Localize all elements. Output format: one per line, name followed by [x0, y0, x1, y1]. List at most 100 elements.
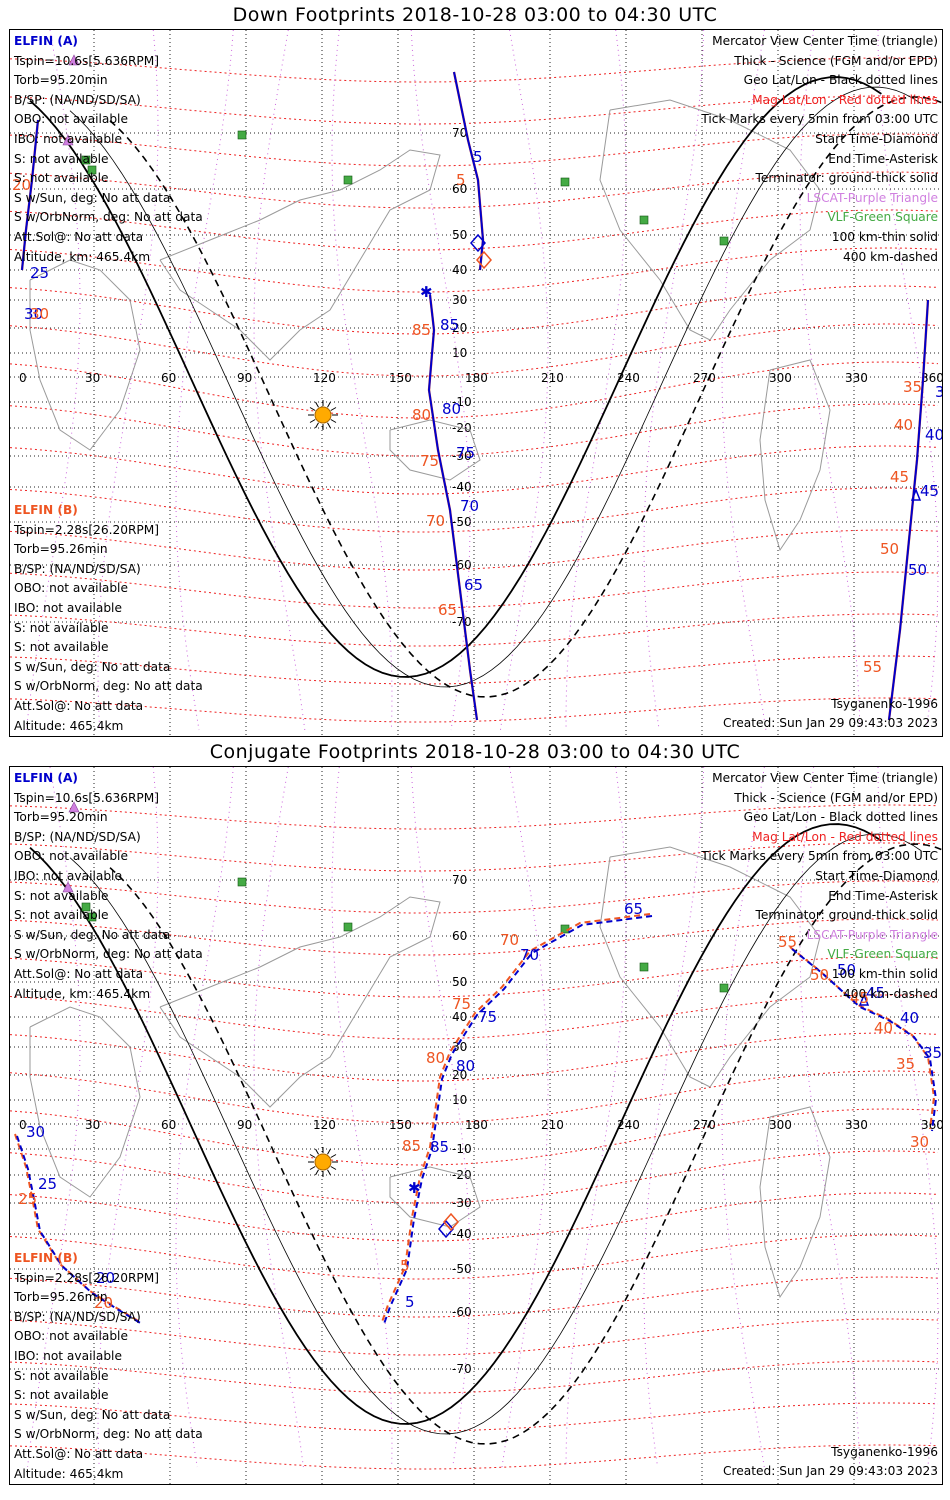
lat-tick-label: -10 [452, 395, 472, 409]
mag-parallel [10, 1234, 939, 1280]
sat-b-line: B/SP: (NA/ND/SD/SA) [14, 1309, 141, 1324]
legend-item: Geo Lat/Lon - Black dotted lines [743, 810, 938, 825]
track-tick-label: 25 [18, 1190, 37, 1208]
sat-b-name: ELFIN (B) [14, 503, 78, 517]
track-tick-label: 65 [438, 601, 457, 619]
lscat-marker [68, 54, 80, 66]
sat-a-name: ELFIN (A) [14, 771, 78, 785]
track-tick-label: 40 [925, 426, 942, 444]
mag-parallel [10, 571, 939, 609]
track-tick-label: 25 [30, 264, 49, 282]
sat-b-line: S w/Sun, deg: No att data [14, 1407, 171, 1422]
sat-b-info: ELFIN (B) Tspin=2.28s[26.20RPM] Torb=95.… [14, 1249, 203, 1484]
sun-ray [315, 1148, 319, 1155]
track-tick-label: 75 [478, 1008, 497, 1026]
sat-a-line: OBO: not available [14, 849, 128, 864]
track-tick-label: 65 [464, 576, 483, 594]
lon-tick-label: 90 [237, 371, 252, 385]
coastline [29, 259, 141, 451]
lscat-marker [68, 801, 80, 813]
legend-item: Thick - Science (FGM and/or EPD) [734, 790, 938, 805]
vlf-station-marker [87, 912, 97, 922]
track-tick-label: 5 [456, 171, 466, 189]
vlf-station-marker [719, 983, 729, 993]
lon-tick-label: 360 [921, 371, 942, 385]
track-tick-label: 35 [923, 1044, 942, 1062]
vlf-station-marker [87, 165, 97, 175]
coastline [599, 99, 821, 341]
sat-a-track [427, 294, 478, 721]
track-tick-label: 20 [12, 176, 31, 194]
sat-b-line: Altitude: 465.4km [14, 718, 124, 733]
vlf-station-marker [639, 962, 649, 972]
lat-tick-label: 40 [452, 1010, 467, 1024]
center-time-triangle [858, 992, 870, 1006]
sat-a-line: IBO: not available [14, 868, 122, 883]
lon-tick-label: 300 [769, 371, 792, 385]
lat-tick-label: -70 [452, 1362, 472, 1376]
sat-a-track [21, 119, 39, 271]
sat-a-line: B/SP: (NA/ND/SD/SA) [14, 829, 141, 844]
sun-ray [309, 1166, 316, 1170]
track-tick-label: 70 [426, 512, 445, 530]
coastline [159, 149, 441, 361]
mag-parallel [10, 1150, 939, 1204]
sat-a-track [383, 915, 653, 1325]
lon-tick-label: 90 [237, 1118, 252, 1132]
legend-item: End Time-Asterisk [828, 151, 938, 166]
start-diamond-marker [470, 233, 486, 253]
mag-parallel [10, 361, 939, 419]
sat-b-line: OBO: not available [14, 1329, 128, 1344]
legend-item: 100 km-thin solid [831, 966, 938, 981]
sat-a-line: S: not available [14, 171, 109, 186]
coastline [389, 1166, 481, 1228]
legend-item: Start Time-Diamond [815, 131, 938, 146]
sun-icon [314, 1153, 332, 1171]
sat-b-line: S: not available [14, 1368, 109, 1383]
sat-a-line: S: not available [14, 888, 109, 903]
lat-tick-label: 50 [452, 975, 467, 989]
lat-tick-label: -50 [452, 515, 472, 529]
track-tick-label: 25 [38, 1175, 57, 1193]
sat-b-line: S: not available [14, 640, 109, 655]
model-name: Tsyganenko-1996 [831, 696, 938, 711]
lat-tick-label: 70 [452, 126, 467, 140]
track-tick-label: 65 [624, 900, 643, 918]
panel-title-down: Down Footprints 2018-10-28 03:00 to 04:3… [232, 4, 718, 26]
mag-parallel [10, 1360, 939, 1394]
legend-item: LSCAT-Purple Triangle [806, 927, 938, 942]
legend-item: Terminator: ground-thick solid [755, 171, 938, 186]
start-diamond-marker [438, 1219, 454, 1239]
mag-parallel [10, 1108, 939, 1166]
sat-a-name: ELFIN (A) [14, 34, 78, 48]
lon-tick-label: 0 [19, 371, 27, 385]
vlf-station-marker [560, 177, 570, 187]
lon-tick-label: 30 [85, 371, 100, 385]
track-tick-label: 30 [910, 1133, 929, 1151]
lon-tick-label: 180 [465, 371, 488, 385]
mag-parallel [10, 323, 939, 377]
track-tick-label: 20 [94, 1294, 113, 1312]
terminator-ground [29, 76, 882, 678]
lat-tick-label: -30 [452, 449, 472, 463]
track-tick-label: 5 [405, 1293, 415, 1311]
sat-a-track [16, 1135, 143, 1325]
lat-tick-label: 60 [452, 929, 467, 943]
end-asterisk-marker: ✱ [408, 1179, 421, 1197]
lon-tick-label: 120 [313, 1118, 336, 1132]
track-tick-label: 50 [908, 561, 927, 579]
mag-parallel [10, 1032, 939, 1082]
sun-ray [315, 401, 319, 408]
mag-parallel [10, 1070, 939, 1124]
lon-tick-label: 180 [465, 1118, 488, 1132]
sat-b-line: S: not available [14, 1388, 109, 1403]
sat-b-info: ELFIN (B) Tspin=2.28s[26.20RPM] Torb=95.… [14, 501, 203, 736]
map-canvas: 0 30 60 90 120 150 180 210 240 270 300 330 360 70 60 50… [10, 30, 942, 736]
coastline [599, 846, 821, 1088]
lat-tick-label: 30 [452, 293, 467, 307]
sat-b-line: Att.Sol@: No att data [14, 698, 144, 713]
created-timestamp: Created: Sun Jan 29 09:43:03 2023 [723, 1464, 938, 1479]
legend-item: Tick Marks every 5min from 03:00 UTC [701, 112, 938, 127]
sat-b-line: IBO: not available [14, 1348, 122, 1363]
legend-item: Mercator View Center Time (triangle) [712, 34, 938, 48]
